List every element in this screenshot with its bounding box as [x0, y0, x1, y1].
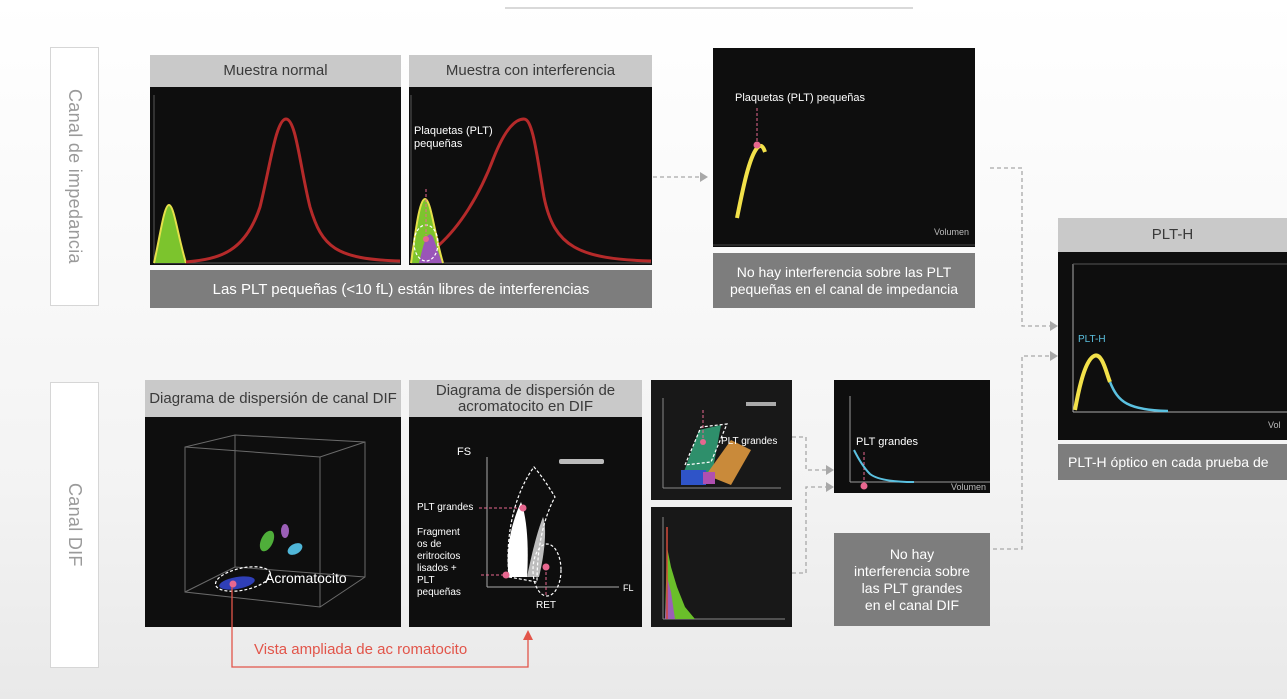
zoom-view-label: Vista ampliada de ac romatocito: [254, 641, 468, 658]
small-plt-label: Plaquetas (PLT) pequeñas: [414, 125, 493, 150]
dif-result-histogram: PLT grandes Volumen: [834, 380, 990, 493]
impedance-caption: Las PLT pequeñas (<10 fL) están libres d…: [150, 270, 652, 308]
thumbnail-plt-label: PLT grandes: [721, 436, 778, 447]
row-label-impedance: Canal de impedancia: [50, 47, 99, 306]
dif-3d-scatter: Acromatocito: [145, 417, 401, 627]
dif-scatter-thumbnail: PLT grandes: [651, 380, 792, 500]
plth-header: PLT-H: [1058, 218, 1287, 252]
fl-axis-label: FL: [623, 583, 634, 593]
dif-scatter-header: Diagrama de dispersión de canal DIF: [145, 380, 401, 417]
fragments-label: Fragment os de eritrocitos lisados + PLT…: [417, 527, 461, 598]
dif-result-axis: Volumen: [950, 482, 986, 492]
ret-label: RET: [536, 600, 556, 611]
dif-result-label: PLT grandes: [856, 436, 918, 448]
plth-curve-label: PLT-H: [1078, 334, 1106, 345]
interference-sample-header: Muestra con interferencia: [409, 55, 652, 87]
interference-sample-histogram: Plaquetas (PLT) pequeñas: [409, 87, 652, 265]
normal-sample-histogram: [150, 87, 401, 265]
dif-result-caption: No hay interferencia sobre las PLT grand…: [834, 533, 990, 626]
fs-axis-label: FS: [457, 446, 472, 458]
row-label-impedance-text: Canal de impedancia: [65, 89, 85, 264]
impedance-result-histogram: Plaquetas (PLT) pequeñas Volumen: [713, 48, 975, 247]
large-plt-label: PLT grandes: [417, 502, 474, 513]
plth-caption: PLT-H óptico en cada prueba de: [1058, 444, 1287, 480]
row-label-dif: Canal DIF: [50, 382, 99, 668]
impedance-result-caption: No hay interferencia sobre las PLT peque…: [713, 253, 975, 308]
acromatocito-label: Acromatocito: [265, 570, 347, 586]
dif-acro-header: Diagrama de dispersión de acromatocito e…: [409, 380, 642, 417]
dif-acro-scatter: FS FL PLT grandes Fragment os de eritroc…: [409, 417, 642, 627]
impedance-result-axis: Volumen: [933, 227, 969, 237]
plth-axis: Vol: [1268, 420, 1281, 430]
normal-sample-header: Muestra normal: [150, 55, 401, 87]
plth-histogram: PLT-H Vol: [1058, 252, 1287, 440]
top-divider: [505, 7, 913, 9]
dif-histogram-thumbnail: [651, 507, 792, 627]
impedance-result-label: Plaquetas (PLT) pequeñas: [735, 92, 866, 104]
row-label-dif-text: Canal DIF: [65, 483, 85, 567]
